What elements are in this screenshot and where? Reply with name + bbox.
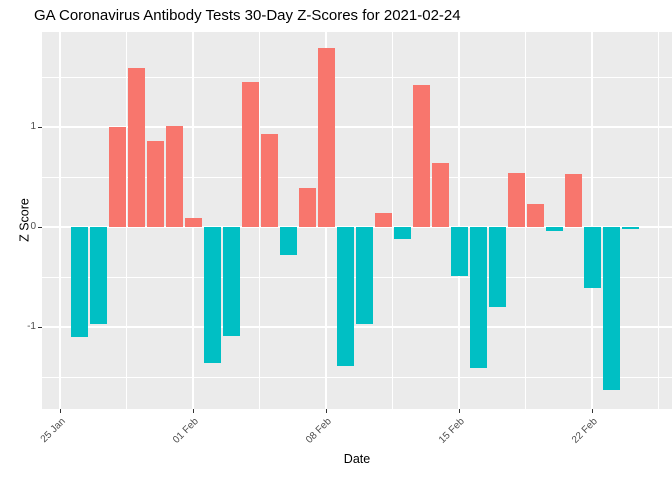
bar-2021-02-02 (203, 227, 221, 363)
y-tick-mark (38, 227, 42, 228)
gridline-vertical (591, 32, 593, 409)
bar-2021-02-09 (336, 227, 354, 366)
bar-2021-02-06 (279, 227, 297, 255)
gridline-vertical (59, 32, 61, 409)
bar-2021-02-11 (374, 213, 392, 227)
x-tick-mark (60, 409, 61, 413)
bar-2021-02-19 (526, 204, 544, 227)
bar-2021-01-31 (165, 126, 183, 227)
bar-2021-02-14 (431, 163, 449, 227)
y-axis-label: Z Score (17, 198, 32, 242)
bar-2021-02-18 (507, 173, 525, 227)
y-tick-mark (38, 327, 42, 328)
bar-2021-02-13 (412, 85, 430, 227)
bar-2021-01-30 (146, 141, 164, 227)
gridline-horizontal (42, 126, 672, 128)
gridline-horizontal (42, 76, 672, 78)
bar-2021-02-10 (355, 227, 373, 324)
gridline-vertical (259, 32, 260, 409)
bar-2021-01-29 (127, 68, 145, 227)
bar-2021-02-21 (564, 174, 582, 227)
x-tick-mark (459, 409, 460, 413)
x-axis-label: Date (343, 452, 371, 466)
bar-2021-01-27 (89, 227, 107, 324)
gridline-vertical (525, 32, 526, 409)
bar-2021-02-24 (621, 227, 639, 229)
y-tick-label: 1 (30, 121, 36, 132)
bar-2021-02-04 (241, 82, 259, 227)
chart-title: GA Coronavirus Antibody Tests 30-Day Z-S… (34, 7, 461, 24)
bar-2021-01-28 (108, 127, 126, 227)
gridline-horizontal (42, 176, 672, 178)
bar-2021-02-15 (450, 227, 468, 276)
y-tick-label: -1 (27, 321, 36, 332)
bar-2021-02-16 (469, 227, 487, 368)
x-tick-mark (193, 409, 194, 413)
bar-2021-01-26 (70, 227, 88, 337)
gridline-vertical (392, 32, 393, 409)
gridline-horizontal (42, 376, 672, 378)
plot-panel (42, 32, 672, 409)
bars-layer (42, 32, 672, 409)
y-tick-label: 0 (30, 221, 36, 232)
bar-2021-02-23 (602, 227, 620, 390)
y-tick-mark (38, 127, 42, 128)
bar-2021-02-17 (488, 227, 506, 307)
gridline-vertical (458, 32, 460, 409)
gridline-horizontal (42, 326, 672, 328)
bar-2021-02-12 (393, 227, 411, 239)
gridline-vertical (126, 32, 127, 409)
bar-2021-02-03 (222, 227, 240, 336)
x-tick-mark (592, 409, 593, 413)
bar-2021-02-07 (298, 188, 316, 227)
bar-2021-02-05 (260, 134, 278, 227)
gridline-vertical (658, 32, 659, 409)
bar-2021-02-08 (317, 48, 335, 227)
bar-2021-02-01 (184, 218, 202, 227)
bar-2021-02-22 (583, 227, 601, 288)
bar-2021-02-20 (545, 227, 563, 231)
x-tick-mark (326, 409, 327, 413)
